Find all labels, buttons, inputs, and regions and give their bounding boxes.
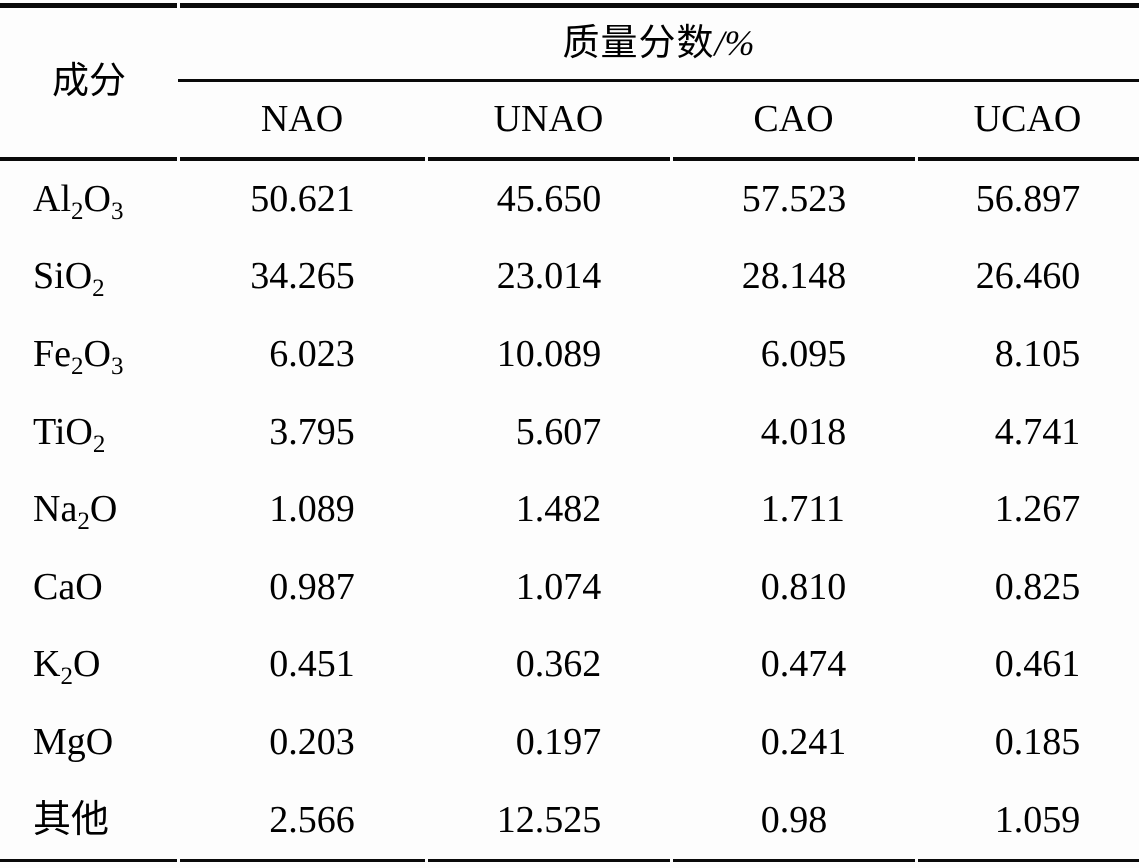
column-header-ucao: UCAO	[914, 80, 1139, 161]
component-cell: 其他	[0, 781, 178, 863]
value-cell: 0.987	[269, 565, 355, 608]
component-cell: Na2O	[33, 488, 118, 536]
value-cell: 50.621	[250, 177, 355, 220]
column-header-unao: UNAO	[424, 80, 671, 161]
value-cell: 0.241	[760, 721, 847, 764]
value-cell: 0.185	[994, 721, 1081, 764]
value-cell: 4.741	[994, 410, 1081, 453]
value-cell: 6.023	[269, 333, 355, 376]
table-row: TiO2 3.795 5.607 4.018 4.741	[0, 394, 1139, 472]
value-cell: 1.267	[994, 488, 1081, 531]
table-body: Al2O3 50.621 45.650 57.523 56.897 SiO2 3…	[0, 159, 1139, 865]
value-cell: 1.711	[760, 488, 845, 531]
component-cell: TiO2	[33, 410, 106, 458]
value-cell: 0.362	[515, 643, 602, 686]
component-cell: Al2O3	[33, 177, 124, 225]
value-cell: 23.014	[496, 255, 602, 298]
table-row: 其他 2.566 12.525 0.98 1.059	[0, 781, 1139, 865]
value-cell: 57.523	[741, 177, 847, 220]
component-cell: SiO2	[33, 255, 105, 303]
table-row: Fe2O3 6.023 10.089 6.095 8.105	[0, 316, 1139, 394]
value-cell: 1.482	[515, 488, 602, 531]
value-cell: 1.074	[515, 565, 602, 608]
table-row: Na2O 1.089 1.482 1.711 1.267	[0, 471, 1139, 549]
value-cell: 6.095	[760, 333, 847, 376]
value-cell: 1.089	[269, 488, 355, 531]
value-cell: 56.897	[975, 177, 1081, 220]
value-cell: 0.810	[760, 565, 847, 608]
composition-table: 成分 质量分数/% NAO UNAO CAO UCAO Al2O3 50.621…	[0, 3, 1139, 865]
component-cell: CaO	[33, 565, 103, 608]
value-cell: 1.059	[914, 781, 1139, 865]
value-cell: 26.460	[975, 255, 1081, 298]
value-cell: 28.148	[741, 255, 847, 298]
table-row: MgO 0.203 0.197 0.241 0.185	[0, 704, 1139, 782]
value-cell: 34.265	[250, 255, 355, 298]
value-cell: 2.566	[176, 781, 426, 865]
value-cell: 0.474	[760, 643, 847, 686]
value-cell: 0.197	[515, 721, 602, 764]
table-row: K2O 0.451 0.362 0.474 0.461	[0, 627, 1139, 705]
value-cell: 0.825	[994, 565, 1081, 608]
value-cell: 0.98	[669, 781, 916, 865]
table-header: 成分 质量分数/% NAO UNAO CAO UCAO	[0, 3, 1139, 161]
value-cell: 45.650	[496, 177, 602, 220]
mass-fraction-group-header: 质量分数/%	[176, 3, 1139, 82]
value-cell: 4.018	[760, 410, 847, 453]
column-header-nao: NAO	[176, 80, 426, 161]
value-cell: 3.795	[269, 410, 355, 453]
value-cell: 10.089	[496, 333, 602, 376]
table-row: SiO2 34.265 23.014 28.148 26.460	[0, 239, 1139, 317]
component-cell: Fe2O3	[33, 333, 124, 381]
table-row: Al2O3 50.621 45.650 57.523 56.897	[0, 159, 1139, 239]
header-row-samples: NAO UNAO CAO UCAO	[0, 80, 1139, 161]
value-cell: 8.105	[994, 333, 1081, 376]
value-cell: 0.461	[994, 643, 1081, 686]
column-header-cao: CAO	[669, 80, 916, 161]
value-cell: 5.607	[515, 410, 602, 453]
value-cell: 12.525	[424, 781, 671, 865]
mass-fraction-label: 质量分数	[562, 22, 715, 64]
component-column-header: 成分	[0, 3, 178, 161]
table-row: CaO 0.987 1.074 0.810 0.825	[0, 549, 1139, 627]
header-row-group: 成分 质量分数/%	[0, 3, 1139, 161]
mass-fraction-unit: /%	[714, 22, 755, 63]
value-cell: 0.451	[269, 643, 355, 686]
component-cell: K2O	[33, 643, 101, 691]
component-cell: MgO	[33, 721, 114, 764]
value-cell: 0.203	[269, 721, 355, 764]
